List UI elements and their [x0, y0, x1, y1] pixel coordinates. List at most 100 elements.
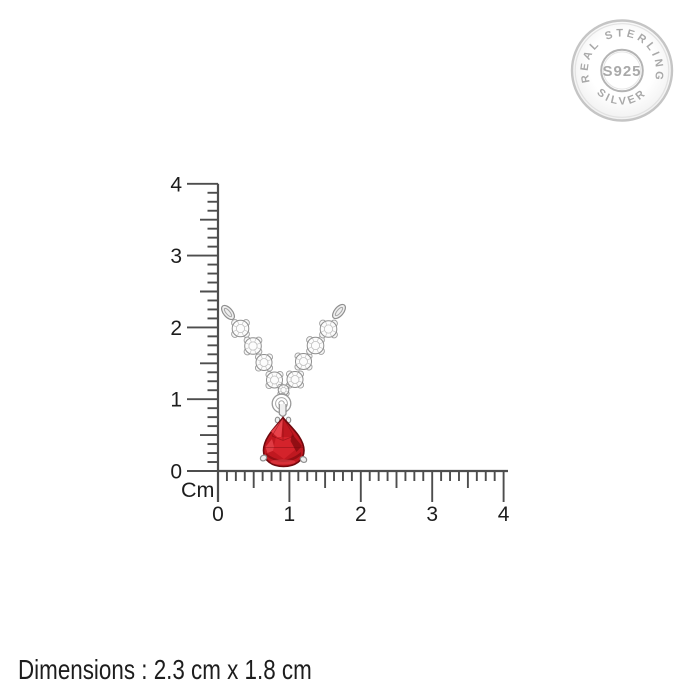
stone-facet [248, 341, 258, 351]
stone-facet-line [281, 385, 283, 388]
v-tick-label: 1 [170, 389, 182, 412]
stone-facet-line [278, 387, 282, 390]
stone-facet-line [298, 380, 302, 383]
red-gem-icon [259, 416, 308, 468]
horizontal-ruler: 0 1 2 3 4 [212, 469, 510, 526]
stone-body [286, 371, 304, 388]
stone-facet-line [275, 373, 278, 377]
stone-facet-line [288, 380, 292, 383]
stone-facet-line [237, 321, 240, 325]
stone-body [255, 354, 273, 371]
stone-facet-line [325, 332, 328, 337]
stone-facet [290, 375, 300, 384]
dimensions-label: Dimensions : 2.3 cm x 1.8 cm [18, 654, 312, 685]
stone-facet-line [296, 383, 299, 387]
stamp-inner-ring [600, 48, 644, 93]
stamp-inner-ring-inner [602, 51, 642, 90]
stone-facet [299, 357, 308, 366]
stone-facet-line [233, 325, 237, 328]
stone-facet-line [265, 355, 268, 359]
stone-facet-line [241, 332, 244, 336]
right-bail-icon [331, 303, 347, 320]
stone-facet [323, 324, 334, 334]
stone-facet-line [307, 358, 311, 361]
v-tick-label: 2 [170, 317, 182, 340]
stone-facet-line [300, 365, 303, 369]
stone-facet-line [249, 338, 252, 343]
cz-stone-icon [243, 336, 263, 356]
stone-facet-line [332, 325, 336, 328]
stone-facet-line [245, 347, 250, 350]
h-tick-label: 0 [212, 503, 224, 526]
stone-facet-line [296, 362, 300, 365]
h-tick-label: 1 [284, 503, 296, 526]
stone-facet-line [267, 359, 271, 362]
stone-facet-line [316, 338, 319, 342]
stone-facet-line [285, 390, 289, 393]
stone-facet-line [275, 383, 278, 387]
stone-facet-line [257, 363, 261, 366]
stone-facet-line [267, 363, 271, 366]
stamp-outer-ring-inner [574, 23, 670, 118]
stone-facet-line [325, 321, 328, 326]
stone-facet-line [271, 373, 274, 377]
stone-facet-line [291, 372, 294, 376]
stone-facet-line [265, 366, 268, 370]
stone-body [266, 371, 283, 389]
stone-facet-line [244, 329, 248, 332]
stone-facet-line [278, 390, 282, 393]
stone-facet-line [300, 354, 303, 358]
cz-stone-row [231, 319, 338, 397]
stone-facet-line [312, 349, 315, 353]
cz-stone-icon [294, 352, 313, 371]
stone-facet [270, 375, 279, 385]
cz-stone-icon [277, 383, 290, 397]
coil-bail-icon [271, 393, 292, 417]
stone-facet-line [321, 325, 325, 328]
stone-facet-line [291, 383, 294, 387]
stone-facet-line [308, 346, 312, 349]
stone-facet-line [241, 321, 244, 325]
h-tick-label: 3 [426, 503, 438, 526]
stone-facet-line [284, 385, 286, 388]
stone-facet [259, 358, 269, 367]
silver-purity-stamp-icon: REAL STERLING SILVER S925 [570, 19, 674, 122]
cz-stone-icon [306, 336, 325, 355]
stone-facet-line [296, 372, 299, 376]
v-tick-label: 4 [170, 173, 182, 196]
stone-facet-line [257, 359, 261, 362]
stone-facet-line [237, 332, 240, 336]
stone-facet-line [244, 325, 248, 328]
stone-facet-line [260, 366, 263, 370]
stone-facet-line [271, 383, 274, 387]
cz-stone-icon [254, 353, 274, 372]
stone-body [231, 319, 250, 338]
pendant-image [220, 303, 347, 468]
stone-facet-line [296, 358, 300, 361]
stone-facet-line [332, 330, 336, 333]
stone-facet-line [278, 381, 282, 384]
stone-facet-line [249, 349, 252, 354]
stone-facet-line [304, 354, 307, 358]
cz-stone-icon [285, 370, 305, 389]
vertical-ruler: 0 1 2 3 4 [170, 173, 220, 502]
stone-body [319, 320, 338, 338]
stone-facet-line [278, 376, 282, 379]
stone-facet-line [308, 342, 312, 345]
stone-facet-line [304, 365, 307, 369]
cz-stone-icon [319, 319, 338, 339]
stone-facet-line [256, 342, 261, 345]
stone-facet-line [321, 330, 325, 333]
stone-facet [310, 340, 321, 351]
left-bail-icon [220, 304, 236, 321]
stone-facet-line [329, 321, 332, 326]
stone-facet-line [307, 362, 311, 365]
stone-facet-line [245, 342, 250, 345]
stamp-center-text: S925 [602, 63, 641, 80]
stone-facet-line [285, 387, 289, 390]
stone-facet-line [319, 346, 323, 349]
stone-facet-line [319, 342, 323, 345]
h-tick-label: 2 [355, 503, 367, 526]
stone-facet-line [260, 355, 263, 359]
stone-facet-line [288, 376, 292, 379]
